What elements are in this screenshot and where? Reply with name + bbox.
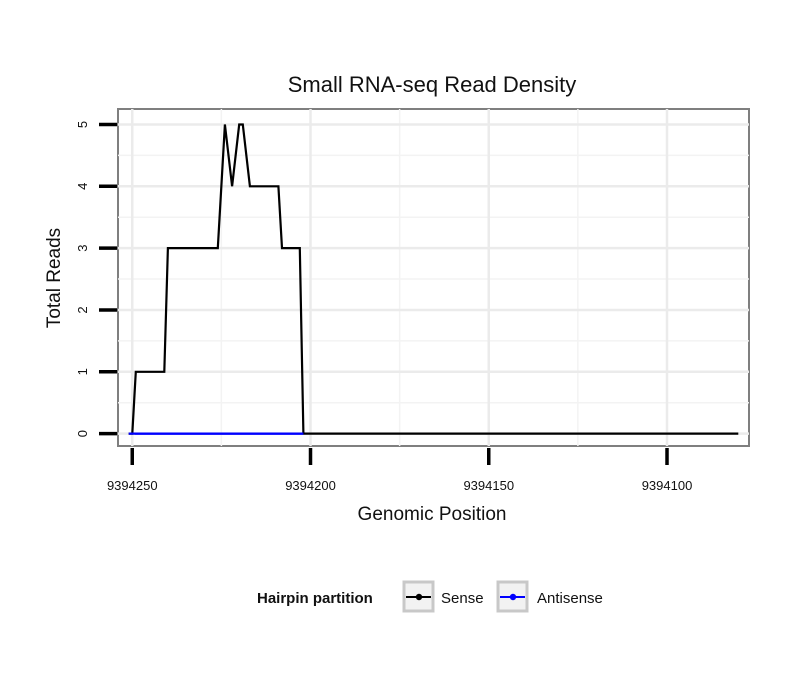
y-tick-label: 0 — [75, 430, 90, 437]
y-tick-label: 1 — [75, 368, 90, 375]
y-axis: 0 1 2 3 4 5 — [75, 121, 117, 437]
x-axis-label: Genomic Position — [358, 504, 507, 525]
series-line-sense — [128, 123, 739, 435]
legend-label-antisense: Antisense — [537, 590, 603, 607]
x-tick-label: 9394250 — [107, 478, 158, 493]
legend-label-sense: Sense — [441, 590, 484, 607]
legend-item-sense: Sense — [402, 580, 484, 613]
plot-panel — [117, 108, 750, 447]
legend-marker-antisense — [509, 593, 517, 601]
series-layer — [128, 123, 739, 435]
x-axis: 9394250 9394200 9394150 9394100 — [107, 448, 692, 493]
x-tick-label: 9394200 — [285, 478, 336, 493]
y-tick-label: 5 — [75, 121, 90, 128]
legend: Hairpin partition Sense Antisense — [257, 580, 603, 613]
x-tick-label: 9394150 — [463, 478, 514, 493]
legend-marker-sense — [415, 593, 423, 601]
legend-title: Hairpin partition — [257, 590, 373, 607]
y-tick-label: 3 — [75, 244, 90, 251]
x-tick-label: 9394100 — [642, 478, 693, 493]
y-tick-label: 4 — [75, 183, 90, 190]
y-tick-label: 2 — [75, 306, 90, 313]
legend-item-antisense: Antisense — [496, 580, 603, 613]
chart-title: Small RNA-seq Read Density — [288, 72, 577, 97]
y-axis-label: Total Reads — [44, 228, 65, 328]
